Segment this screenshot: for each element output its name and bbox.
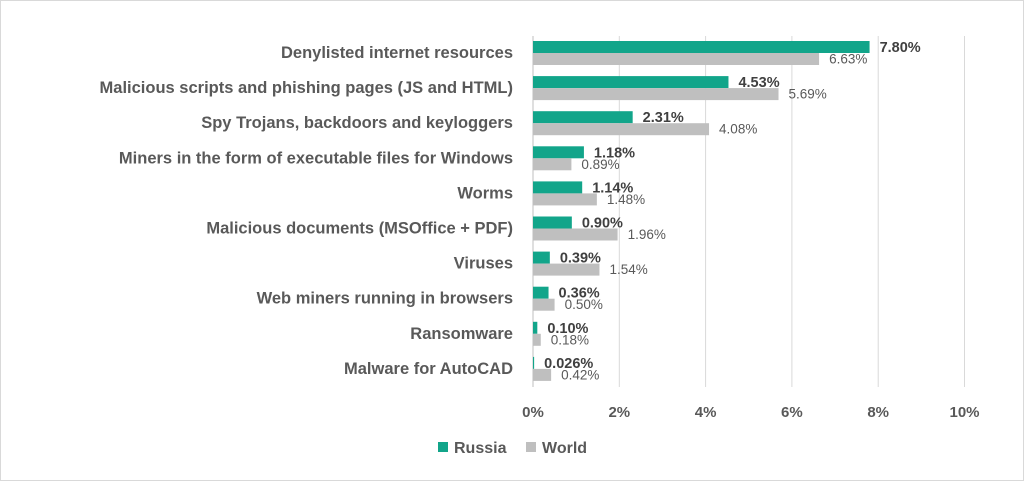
category-label: Ransomware: [410, 325, 513, 343]
x-axis-tick-labels: 0% 2% 4% 6% 8% 10%: [522, 404, 979, 421]
x-tick-label: 6%: [781, 404, 803, 421]
bar-russia: [533, 321, 538, 334]
value-label-world: 5.69%: [789, 87, 827, 102]
category-label: Viruses: [454, 255, 513, 273]
bar-world: [533, 123, 710, 136]
bar-russia: [533, 181, 583, 194]
category-label: Web miners running in browsers: [257, 290, 513, 308]
value-label-russia: 0.36%: [559, 286, 600, 302]
category-label: Malicious scripts and phishing pages (JS…: [100, 79, 513, 97]
value-label-russia: 1.14%: [592, 180, 633, 196]
legend-swatch-world: [526, 442, 536, 452]
value-label-world: 1.54%: [609, 262, 647, 277]
value-label-russia: 0.026%: [544, 356, 593, 372]
bar-world: [533, 88, 779, 101]
bar-world: [533, 298, 555, 311]
value-label-russia: 2.31%: [643, 110, 684, 126]
bar-world: [533, 333, 541, 346]
x-tick-label: 4%: [695, 404, 717, 421]
value-label-world: 0.42%: [561, 367, 599, 382]
category-label: Denylisted internet resources: [281, 44, 513, 62]
bar-world: [533, 228, 618, 241]
bar-world: [533, 158, 572, 171]
value-label-russia: 4.53%: [738, 75, 779, 91]
value-label-russia: 1.18%: [594, 145, 635, 161]
category-label: Miners in the form of executable files f…: [119, 149, 513, 167]
bar-russia: [533, 286, 549, 299]
value-label-world: 6.63%: [829, 52, 867, 67]
legend-label-world: World: [542, 440, 587, 457]
value-label-world: 0.18%: [551, 332, 589, 347]
legend: Russia World: [438, 440, 587, 457]
bar-russia: [533, 111, 633, 124]
category-label: Worms: [457, 184, 513, 202]
x-tick-label: 2%: [608, 404, 630, 421]
value-label-world: 0.50%: [565, 297, 603, 312]
bar-russia: [533, 216, 572, 229]
category-label: Spy Trojans, backdoors and keyloggers: [201, 114, 513, 132]
bar-russia: [533, 251, 550, 264]
x-tick-label: 0%: [522, 404, 544, 421]
bar-world: [533, 53, 820, 65]
category-labels: Denylisted internet resources Malicious s…: [100, 44, 514, 378]
legend-label-russia: Russia: [454, 440, 507, 457]
value-label-russia: 0.39%: [560, 251, 601, 267]
value-label-russia: 0.10%: [547, 321, 588, 337]
bar-world: [533, 368, 552, 381]
bar-world: [533, 263, 600, 276]
value-label-world: 1.96%: [628, 227, 666, 242]
value-label-world: 0.89%: [581, 157, 619, 172]
value-label-world: 1.48%: [607, 192, 645, 207]
value-label-russia: 7.80%: [880, 40, 921, 56]
value-label-russia: 0.90%: [582, 216, 623, 232]
value-label-world: 4.08%: [719, 122, 757, 137]
bar-world: [533, 193, 597, 206]
bar-russia: [533, 41, 870, 53]
bars: [533, 41, 870, 381]
x-tick-label: 8%: [867, 404, 889, 421]
bar-russia: [533, 146, 584, 159]
category-label: Malicious documents (MSOffice + PDF): [206, 220, 513, 238]
legend-swatch-russia: [438, 442, 448, 452]
category-label: Malware for AutoCAD: [344, 360, 513, 378]
bar-russia: [533, 76, 729, 89]
bar-russia: [533, 356, 535, 369]
x-tick-label: 10%: [949, 404, 979, 421]
value-labels: 7.80% 6.63% 4.53% 5.69% 2.31% 4.08% 1.18%0.89%…: [544, 40, 921, 382]
